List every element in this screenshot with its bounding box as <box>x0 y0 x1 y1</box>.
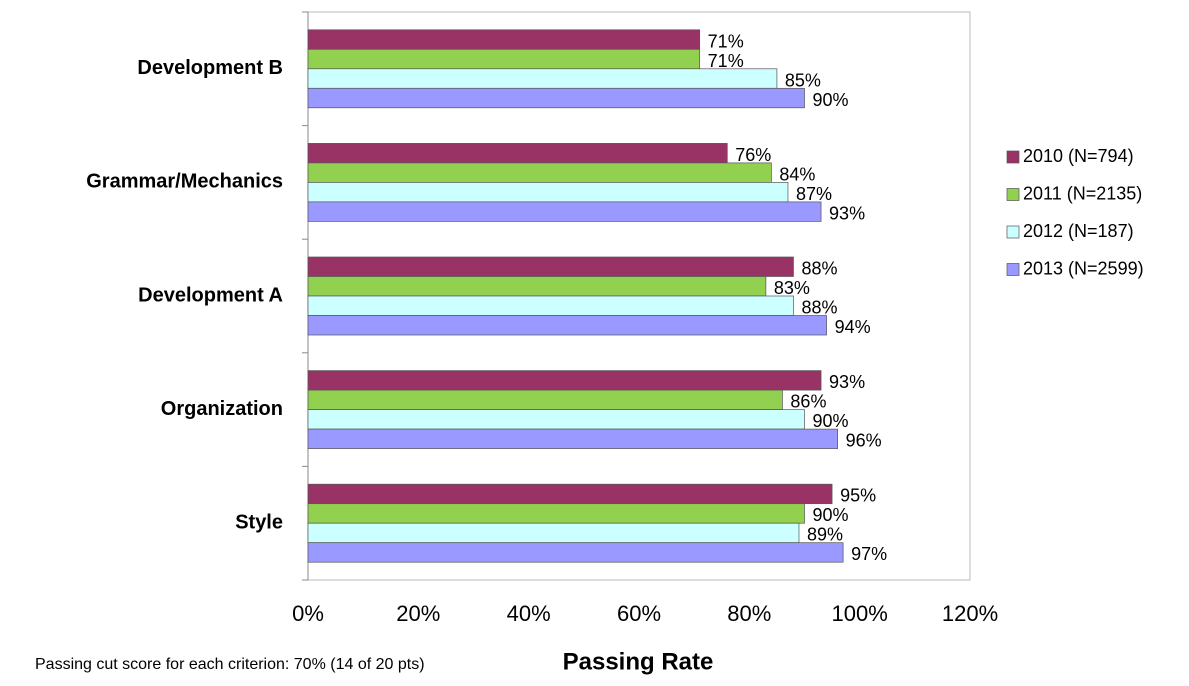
legend-label: 2013 (N=2599) <box>1023 258 1144 278</box>
x-tick-label: 0% <box>292 601 324 626</box>
bar <box>307 542 844 563</box>
data-label: 89% <box>807 525 843 545</box>
data-label: 85% <box>785 70 821 90</box>
bar <box>307 201 822 222</box>
bar <box>307 29 701 50</box>
data-label: 86% <box>790 392 826 412</box>
x-tick-label: 20% <box>396 601 440 626</box>
legend-swatch <box>1006 225 1020 239</box>
x-axis-label: Passing Rate <box>563 648 714 675</box>
data-label: 97% <box>851 544 887 564</box>
bar <box>307 428 838 449</box>
bar <box>307 68 778 89</box>
x-tick-label: 120% <box>942 601 998 626</box>
data-label: 87% <box>796 184 832 204</box>
x-tick-label: 60% <box>617 601 661 626</box>
data-label: 96% <box>846 431 882 451</box>
data-label: 93% <box>829 372 865 392</box>
legend-swatch <box>1006 263 1020 276</box>
bar <box>307 48 701 70</box>
legend-swatch <box>1006 150 1020 164</box>
bar <box>307 143 728 164</box>
bar <box>307 182 789 203</box>
y-tick-label: Style <box>235 511 283 533</box>
bar <box>307 162 772 183</box>
legend-swatch <box>1006 188 1020 201</box>
bar <box>307 295 794 316</box>
y-tick-label: Development B <box>137 57 283 79</box>
bar <box>307 483 833 505</box>
bar <box>307 256 794 277</box>
data-label: 88% <box>801 259 837 279</box>
data-label: 76% <box>735 145 771 165</box>
bar <box>307 87 805 109</box>
bar <box>307 276 767 297</box>
data-label: 88% <box>801 298 837 318</box>
legend-label: 2012 (N=187) <box>1023 221 1134 241</box>
bar <box>307 522 800 544</box>
x-tick-label: 80% <box>727 601 771 626</box>
bar <box>307 503 805 524</box>
y-tick-label: Development A <box>138 284 283 306</box>
data-label: 90% <box>813 90 849 110</box>
data-label: 83% <box>774 278 810 298</box>
bar <box>307 315 827 336</box>
data-label: 90% <box>813 505 849 525</box>
footnote: Passing cut score for each criterion: 70… <box>35 656 425 673</box>
y-tick-label: Grammar/Mechanics <box>86 171 283 193</box>
legend-label: 2011 (N=2135) <box>1023 183 1142 203</box>
bar <box>307 409 805 430</box>
y-tick-label: Organization <box>161 398 283 420</box>
bar <box>307 389 783 410</box>
data-label: 93% <box>829 203 865 223</box>
x-tick-label: 40% <box>507 601 551 626</box>
data-label: 71% <box>708 31 744 51</box>
data-label: 84% <box>779 164 815 184</box>
data-label: 95% <box>840 486 876 506</box>
data-label: 71% <box>708 51 744 71</box>
bar <box>307 370 822 391</box>
x-tick-label: 100% <box>832 601 888 626</box>
legend-label: 2010 (N=794) <box>1023 146 1134 166</box>
data-label: 90% <box>813 411 849 431</box>
data-label: 94% <box>835 317 871 337</box>
